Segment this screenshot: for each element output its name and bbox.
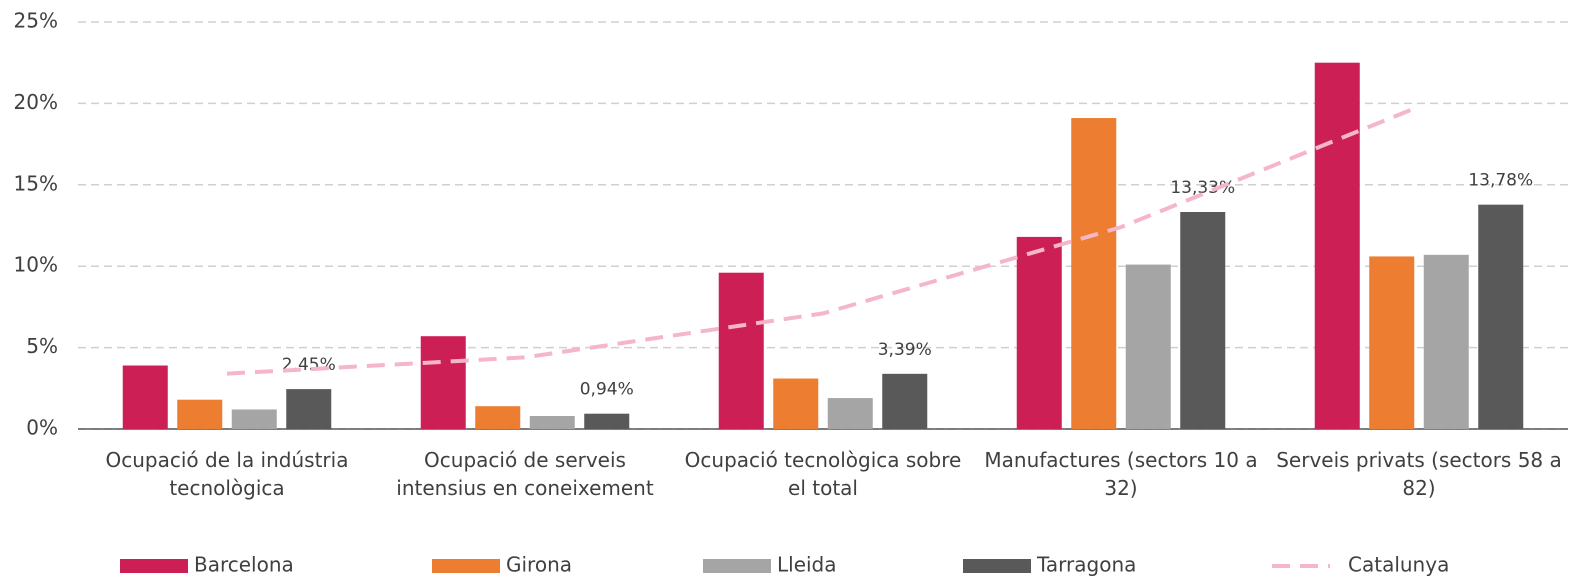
legend-swatch: [963, 559, 1031, 573]
bar: [1478, 204, 1524, 429]
x-tick-label: Ocupació de serveis intensius en coneixem…: [396, 448, 654, 500]
legend-label: Catalunya: [1348, 553, 1449, 577]
x-tick-line: Ocupació tecnològica sobre: [685, 448, 962, 472]
x-tick-label: Ocupació tecnològica sobre el total: [685, 448, 962, 500]
bar: [1071, 118, 1117, 429]
bar: [529, 415, 575, 429]
x-tick-line: 32): [1104, 476, 1137, 500]
bar: [584, 413, 630, 429]
x-tick-line: 82): [1402, 476, 1435, 500]
y-tick-label: 25%: [14, 9, 58, 33]
x-tick-line: Manufactures (sectors 10 a: [984, 448, 1257, 472]
x-tick-label: Manufactures (sectors 10 a 32): [984, 448, 1257, 500]
bar: [1369, 256, 1415, 429]
value-label: 3,39%: [878, 340, 932, 360]
legend-label: Barcelona: [194, 553, 294, 577]
legend-label: Tarragona: [1036, 553, 1136, 577]
legend-swatch: [432, 559, 500, 573]
bar: [773, 378, 819, 429]
bar: [122, 365, 168, 429]
legend-swatch: [120, 559, 188, 573]
line-series: [226, 104, 1420, 376]
bar: [1125, 264, 1171, 429]
bar: [1423, 254, 1469, 429]
legend-label: Girona: [506, 553, 572, 577]
y-tick-label: 10%: [14, 253, 58, 277]
y-tick-label: 20%: [14, 90, 58, 114]
bar: [475, 406, 521, 429]
legend-swatch: [703, 559, 771, 573]
legend-label: Lleida: [777, 553, 837, 577]
bar: [231, 409, 277, 429]
value-label: 13,78%: [1468, 171, 1533, 191]
x-tick-label: Serveis privats (sectors 58 a 82): [1276, 448, 1562, 500]
bar: [1180, 211, 1226, 429]
bar: [286, 389, 332, 429]
bar: [718, 272, 764, 429]
y-tick-label: 15%: [14, 171, 58, 195]
x-tick-label: Ocupació de la indústria tecnològica: [106, 448, 349, 500]
value-label: 13,33%: [1170, 178, 1235, 198]
bar: [420, 336, 466, 429]
bar: [177, 399, 223, 429]
bar: [882, 373, 928, 429]
y-tick-label: 0%: [26, 416, 58, 440]
bar: [1016, 236, 1062, 429]
x-tick-line: intensius en coneixement: [396, 476, 654, 500]
x-tick-line: tecnològica: [169, 476, 284, 500]
x-tick-line: Ocupació de serveis: [424, 448, 626, 472]
value-label: 0,94%: [580, 380, 634, 400]
bar: [1314, 62, 1360, 429]
bar: [827, 398, 873, 429]
x-tick-line: Serveis privats (sectors 58 a: [1276, 448, 1562, 472]
x-tick-line: el total: [788, 476, 858, 500]
y-tick-label: 5%: [26, 334, 58, 358]
x-tick-line: Ocupació de la indústria: [106, 448, 349, 472]
